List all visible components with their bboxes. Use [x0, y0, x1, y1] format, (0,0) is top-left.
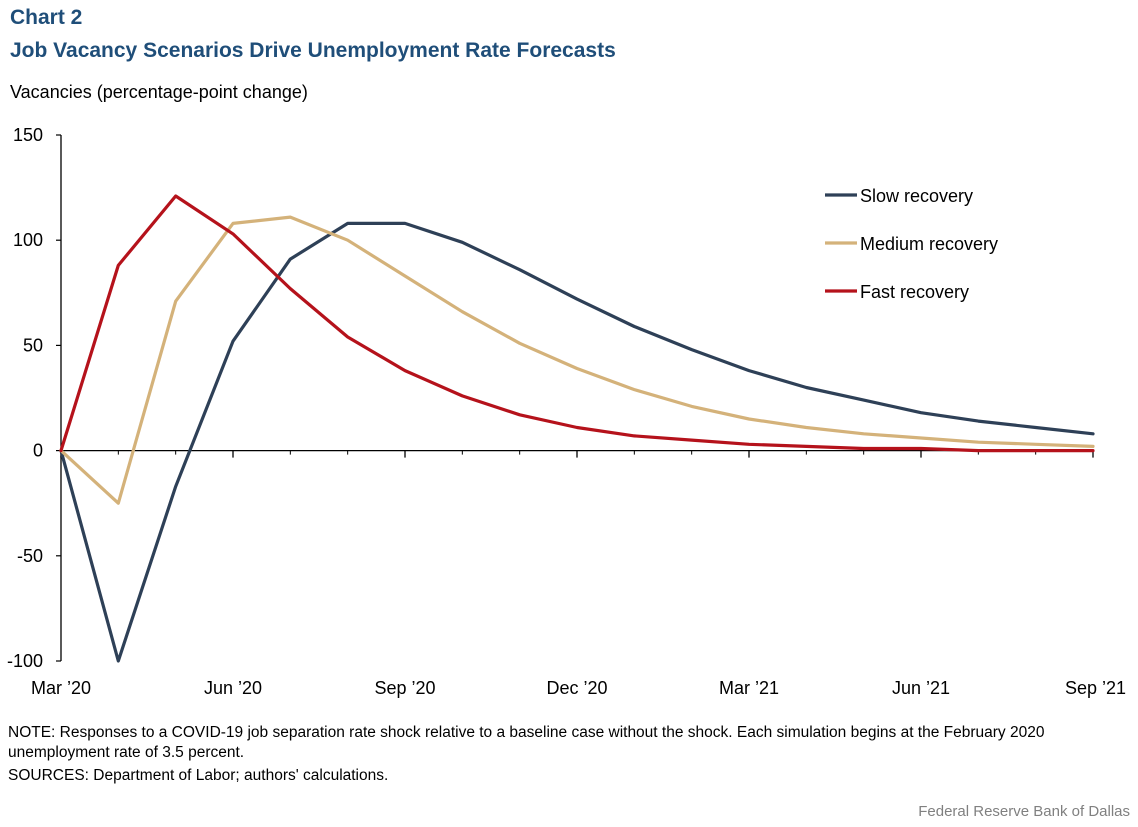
chart-title: Job Vacancy Scenarios Drive Unemployment… — [10, 39, 616, 62]
legend-label-fast-recovery: Fast recovery — [860, 282, 969, 302]
chart-label: Chart 2 — [10, 6, 83, 29]
x-tick-label: Jun ’21 — [892, 678, 950, 698]
series-line-medium-recovery — [59, 215, 1095, 505]
x-tick-label: Sep ’21 — [1065, 678, 1126, 698]
x-tick-label: Mar ’21 — [719, 678, 779, 698]
legend-label-slow-recovery: Slow recovery — [860, 186, 973, 206]
y-tick-label: 0 — [33, 441, 43, 461]
series-line-fast-recovery — [59, 194, 1095, 453]
y-tick-label: -100 — [7, 651, 43, 671]
y-tick-label: 50 — [23, 335, 43, 355]
legend-label-medium-recovery: Medium recovery — [860, 234, 998, 254]
y-axis-unit-label: Vacancies (percentage-point change) — [10, 82, 308, 102]
series-line-slow-recovery — [59, 221, 1095, 663]
x-tick-label: Mar ’20 — [31, 678, 91, 698]
y-tick-label: -50 — [17, 546, 43, 566]
chart-note: NOTE: Responses to a COVID-19 job separa… — [8, 724, 1045, 761]
chart-sources: SOURCES: Department of Labor; authors' c… — [8, 767, 389, 784]
line-chart: 150 100 50 0 -50 -100 Mar ’20 Jun ’20 Sep ’20 Dec… — [7, 125, 1126, 698]
x-tick-label: Jun ’20 — [204, 678, 262, 698]
x-tick-label: Dec ’20 — [546, 678, 607, 698]
y-tick-label: 150 — [13, 125, 43, 145]
chart-credit: Federal Reserve Bank of Dallas — [918, 803, 1130, 820]
x-tick-label: Sep ’20 — [374, 678, 435, 698]
y-tick-label: 100 — [13, 230, 43, 250]
